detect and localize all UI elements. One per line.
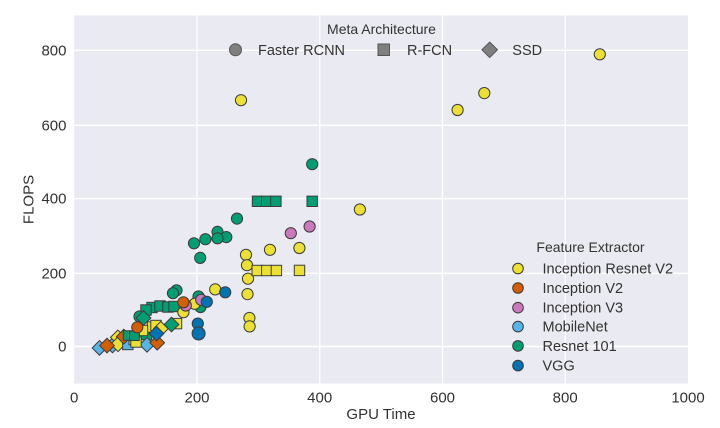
svg-text:0: 0	[58, 339, 66, 356]
svg-text:Inception V2: Inception V2	[543, 281, 624, 297]
svg-text:FLOPS: FLOPS	[21, 175, 38, 224]
svg-text:400: 400	[307, 390, 332, 407]
svg-text:800: 800	[41, 42, 66, 59]
svg-text:MobileNet: MobileNet	[543, 320, 608, 336]
svg-text:600: 600	[41, 117, 66, 134]
svg-text:1000: 1000	[671, 390, 704, 407]
svg-text:Faster RCNN: Faster RCNN	[258, 43, 345, 59]
svg-text:400: 400	[41, 191, 66, 208]
svg-text:600: 600	[430, 390, 455, 407]
svg-text:VGG: VGG	[543, 359, 575, 375]
svg-text:GPU Time: GPU Time	[346, 406, 415, 423]
svg-text:Meta Architecture: Meta Architecture	[327, 21, 436, 37]
svg-text:SSD: SSD	[512, 43, 542, 59]
svg-text:Feature Extractor: Feature Extractor	[536, 239, 644, 255]
svg-text:Inception V3: Inception V3	[543, 301, 624, 317]
svg-text:200: 200	[41, 265, 66, 282]
svg-text:Inception Resnet V2: Inception Resnet V2	[543, 262, 674, 278]
svg-text:Resnet 101: Resnet 101	[543, 339, 617, 355]
svg-text:0: 0	[70, 390, 78, 407]
svg-text:800: 800	[553, 390, 578, 407]
svg-text:R-FCN: R-FCN	[407, 43, 452, 59]
svg-text:200: 200	[184, 390, 209, 407]
